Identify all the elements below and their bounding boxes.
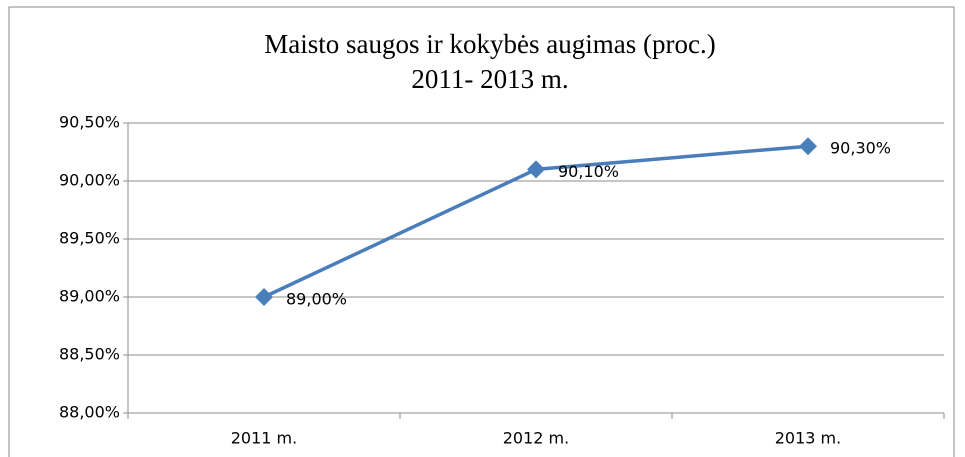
y-tick-label: 89,50% (59, 229, 120, 248)
marker (527, 160, 545, 179)
y-tick-label: 90,00% (59, 171, 120, 190)
x-tick-label: 2011 m. (231, 429, 297, 448)
chart-border (8, 6, 955, 457)
y-tick-label: 88,50% (59, 345, 120, 364)
marker (799, 137, 817, 156)
y-tick-label: 89,00% (59, 287, 120, 306)
x-tick-label: 2013 m. (775, 429, 841, 448)
x-tick-label: 2012 m. (503, 429, 569, 448)
data-label: 90,10% (558, 162, 619, 181)
data-label: 90,30% (830, 139, 891, 158)
chart-subtitle: 2011- 2013 m. (411, 64, 568, 94)
data-label: 89,00% (286, 290, 347, 309)
y-tick-label: 88,00% (59, 403, 120, 422)
chart-title: Maisto saugos ir kokybės augimas (proc.) (264, 29, 715, 59)
y-tick-label: 90,50% (59, 113, 120, 132)
marker (255, 288, 273, 306)
